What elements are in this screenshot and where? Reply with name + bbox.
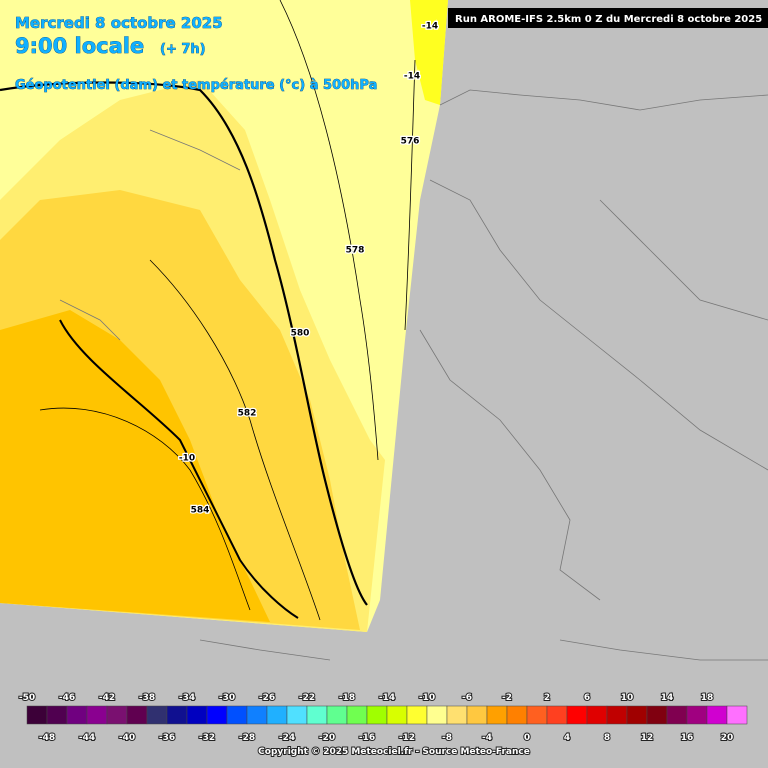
color-box — [726, 705, 748, 725]
color-box — [386, 705, 408, 725]
contour-578 — [279, 0, 379, 461]
color-box — [586, 705, 608, 725]
legend-label: 8 — [604, 733, 610, 743]
legend-label: -50 — [19, 693, 35, 703]
color-box — [566, 705, 588, 725]
color-box — [206, 705, 228, 725]
offset: (+ 7h) — [160, 42, 206, 57]
legend-label: 10 — [621, 693, 634, 703]
legend-label: -8 — [442, 733, 452, 743]
legend-label: -34 — [179, 693, 195, 703]
color-box — [186, 705, 208, 725]
color-box — [266, 705, 288, 725]
field-deep-orange — [0, 310, 270, 622]
time: 9:00 locale — [15, 34, 144, 58]
legend-label: -28 — [239, 733, 255, 743]
legend-label: 4 — [564, 733, 570, 743]
legend-label: -36 — [159, 733, 175, 743]
contour-label: 576 — [401, 137, 420, 147]
contour-582 — [149, 259, 321, 621]
run-label: Run AROME-IFS 2.5km 0 Z du Mercredi 8 oc… — [455, 14, 762, 25]
run-label-box — [448, 8, 768, 28]
legend-label: -16 — [359, 733, 375, 743]
color-box — [46, 705, 68, 725]
legend-label: -22 — [299, 693, 315, 703]
color-box — [526, 705, 548, 725]
legend-label: -24 — [279, 733, 295, 743]
legend-label: -46 — [59, 693, 75, 703]
color-box — [546, 705, 568, 725]
color-box — [146, 705, 168, 725]
color-box — [606, 705, 628, 725]
legend-label: 0 — [524, 733, 530, 743]
color-box — [506, 705, 528, 725]
color-box — [166, 705, 188, 725]
contour-label: -14 — [422, 22, 438, 32]
field-yellow — [410, 0, 448, 105]
color-box — [366, 705, 388, 725]
legend-label: -30 — [219, 693, 235, 703]
legend-label: 18 — [701, 693, 714, 703]
color-box — [226, 705, 248, 725]
legend-label: -38 — [139, 693, 155, 703]
legend-label: -20 — [319, 733, 335, 743]
legend-label: 14 — [661, 693, 674, 703]
contour-label: 578 — [346, 246, 365, 256]
contour-label: -14 — [404, 72, 420, 82]
legend-label: -2 — [502, 693, 512, 703]
color-box — [286, 705, 308, 725]
legend-label: -12 — [399, 733, 415, 743]
color-box — [706, 705, 728, 725]
color-box — [446, 705, 468, 725]
copyright: Copyright © 2025 Meteociel.fr - Source M… — [258, 747, 530, 757]
legend-label: -26 — [259, 693, 275, 703]
contour-temp — [39, 407, 251, 611]
color-box — [106, 705, 128, 725]
legend-label: -44 — [79, 733, 95, 743]
legend-label: 2 — [544, 693, 550, 703]
legend-label: -42 — [99, 693, 115, 703]
color-box — [66, 705, 88, 725]
color-box — [466, 705, 488, 725]
date: Mercredi 8 octobre 2025 — [15, 14, 223, 32]
contour-label: 584 — [191, 506, 210, 516]
legend-label: 16 — [681, 733, 694, 743]
legend-label: -18 — [339, 693, 355, 703]
legend-label: 12 — [641, 733, 654, 743]
contour-576 — [404, 59, 416, 331]
color-box — [626, 705, 648, 725]
legend-label: -6 — [462, 693, 472, 703]
legend-label: -40 — [119, 733, 135, 743]
legend-label: 6 — [584, 693, 590, 703]
color-box — [326, 705, 348, 725]
legend: -50-48-46-44-42-40-38-36-34-32-30-28-26-… — [18, 692, 748, 744]
parameter: Géopotentiel (dam) et température (°c) à… — [15, 78, 377, 93]
contour-label: -10 — [179, 454, 195, 464]
legend-label: -14 — [379, 693, 395, 703]
color-box — [646, 705, 668, 725]
color-box — [686, 705, 708, 725]
contour-580 — [0, 81, 368, 606]
color-box — [666, 705, 688, 725]
color-box — [346, 705, 368, 725]
color-box — [406, 705, 428, 725]
contour-584 — [59, 319, 299, 619]
contour-label: 582 — [238, 409, 257, 419]
color-box — [86, 705, 108, 725]
border-lines — [59, 89, 768, 661]
color-box — [246, 705, 268, 725]
legend-label: -10 — [419, 693, 435, 703]
legend-label: -4 — [482, 733, 492, 743]
color-box — [306, 705, 328, 725]
contour-label: 580 — [291, 329, 310, 339]
color-box — [26, 705, 48, 725]
legend-label: -32 — [199, 733, 215, 743]
color-box — [426, 705, 448, 725]
color-box — [486, 705, 508, 725]
legend-label: 20 — [721, 733, 734, 743]
legend-label: -48 — [39, 733, 55, 743]
color-box — [126, 705, 148, 725]
